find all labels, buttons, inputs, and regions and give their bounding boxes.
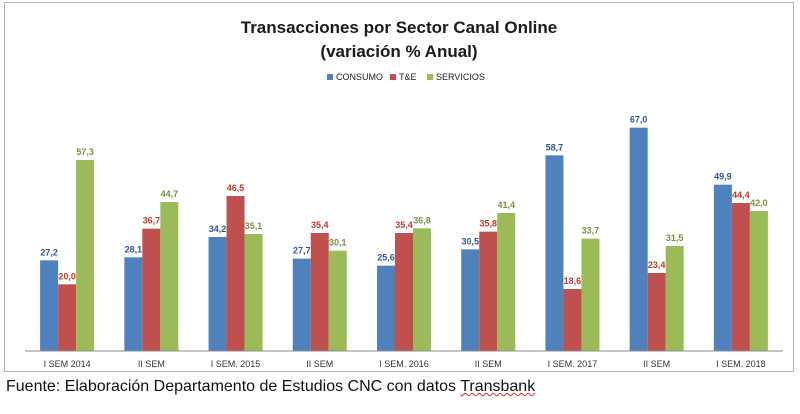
data-label: 33,7 (582, 226, 600, 236)
x-tick-label: I SEM. 2018 (716, 359, 766, 369)
bar-consumo-4 (292, 258, 311, 351)
bar-t-e-8 (647, 273, 666, 351)
data-label: 57,3 (76, 147, 94, 157)
data-label: 25,6 (377, 253, 395, 263)
bar-t-e-5 (395, 233, 413, 351)
bar-consumo-8 (629, 127, 648, 352)
data-label: 31,5 (666, 233, 684, 243)
legend-label: CONSUMO (336, 72, 383, 82)
data-label: 44,7 (161, 189, 179, 199)
data-label: 27,7 (293, 246, 311, 256)
bar-t-e-2 (142, 228, 161, 351)
data-label: 42,0 (750, 198, 768, 208)
bar-servicios-1 (76, 160, 95, 351)
x-tick-label: I SEM. 2015 (211, 359, 261, 369)
data-label: 30,1 (329, 238, 347, 248)
legend-label: SERVICIOS (436, 72, 485, 82)
bar-servicios-5 (413, 228, 431, 351)
legend-swatch (427, 74, 433, 80)
chart-frame: Transacciones por Sector Canal Online (v… (4, 2, 794, 372)
bar-consumo-2 (124, 257, 143, 351)
bar-t-e-9 (731, 203, 750, 351)
source-text: Fuente: Elaboración Departamento de Estu… (6, 378, 461, 395)
data-label: 20,0 (58, 271, 76, 281)
data-label: 28,1 (125, 244, 143, 254)
legend-swatch (390, 74, 396, 80)
bar-servicios-3 (244, 234, 263, 351)
data-label: 27,2 (40, 247, 58, 257)
legend: CONSUMO T&E SERVICIOS (327, 72, 485, 82)
bar-consumo-1 (40, 260, 59, 351)
data-label: 49,9 (714, 172, 732, 182)
data-label: 67,0 (630, 115, 648, 125)
data-label: 36,8 (413, 215, 431, 225)
bar-servicios-9 (749, 211, 768, 351)
data-label: 30,5 (461, 236, 479, 246)
x-tick-label: II SEM (138, 359, 165, 369)
x-tick-labels: I SEM 2014 II SEM I SEM. 2015 II SEM I SEM. … (44, 359, 766, 369)
bar-t-e-4 (310, 233, 329, 351)
data-label: 58,7 (546, 142, 564, 152)
x-tick-label: I SEM 2014 (44, 359, 91, 369)
chart-subtitle: (variación % Anual) (320, 42, 477, 61)
x-tick-label: II SEM (643, 359, 670, 369)
legend-swatch (327, 74, 333, 80)
x-tick-label: II SEM (306, 359, 333, 369)
x-tick-label: II SEM (475, 359, 502, 369)
bar-servicios-8 (665, 246, 684, 351)
data-label: 44,4 (732, 190, 750, 200)
data-label: 41,4 (497, 200, 515, 210)
bar-consumo-3 (208, 237, 227, 351)
bar-consumo-5 (377, 265, 395, 351)
data-labels-group: 27,2 20,0 57,3 28,1 36,7 44,7 34,2 46,5 35,1 27,7… (40, 115, 767, 286)
bar-t-e-1 (58, 284, 77, 351)
bar-consumo-7 (545, 155, 564, 351)
legend-label: T&E (399, 72, 417, 82)
data-label: 34,2 (209, 224, 227, 234)
data-label: 23,4 (648, 260, 666, 270)
bar-servicios-7 (581, 238, 600, 351)
source-note: Fuente: Elaboración Departamento de Estu… (6, 378, 535, 396)
bar-t-e-3 (226, 196, 245, 351)
data-label: 35,4 (311, 220, 329, 230)
chart-title: Transacciones por Sector Canal Online (241, 18, 558, 37)
bar-servicios-2 (160, 202, 179, 351)
data-label: 35,8 (479, 219, 497, 229)
data-label: 46,5 (227, 183, 245, 193)
data-label: 18,6 (564, 276, 582, 286)
bar-chart: Transacciones por Sector Canal Online (v… (25, 18, 783, 369)
bar-t-e-6 (479, 231, 498, 351)
data-label: 36,7 (143, 216, 161, 226)
bar-consumo-9 (713, 184, 732, 351)
x-tick-label: I SEM. 2016 (379, 359, 429, 369)
bar-t-e-7 (563, 289, 582, 351)
bar-servicios-4 (328, 250, 347, 351)
source-underlined-word: Transbank (460, 378, 536, 395)
data-label: 35,1 (245, 221, 263, 231)
bar-servicios-6 (497, 213, 516, 351)
data-label: 35,4 (395, 220, 413, 230)
bar-consumo-6 (461, 249, 480, 351)
bars-group (40, 127, 768, 352)
x-tick-label: I SEM. 2017 (548, 359, 598, 369)
